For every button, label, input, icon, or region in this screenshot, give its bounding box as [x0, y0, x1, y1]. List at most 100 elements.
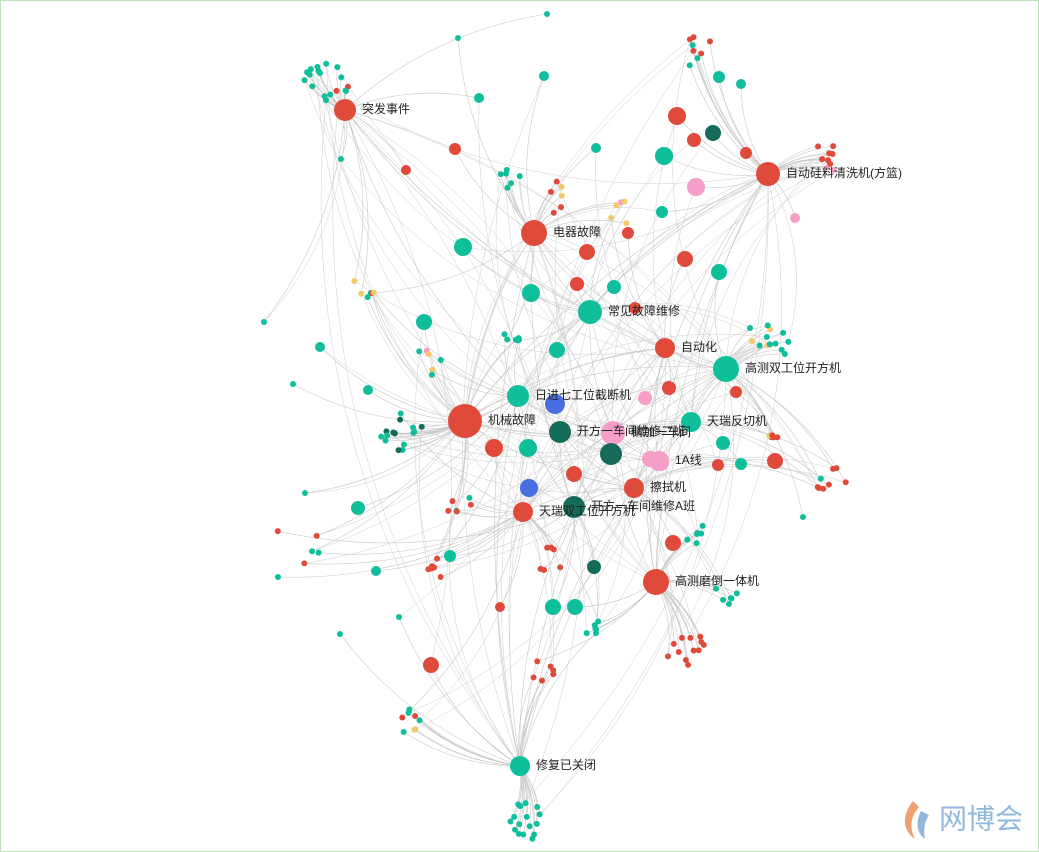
- node: [817, 475, 824, 482]
- node: [705, 125, 721, 141]
- edge: [402, 511, 524, 718]
- edge: [344, 109, 519, 397]
- node: [384, 432, 391, 439]
- node: [411, 428, 418, 435]
- edge: [589, 302, 751, 329]
- edge: [767, 173, 797, 342]
- node: [699, 522, 706, 529]
- edge: [690, 421, 819, 488]
- edge: [403, 421, 692, 464]
- node: [364, 294, 371, 301]
- node: [370, 289, 377, 296]
- node: [533, 820, 540, 827]
- node: [418, 423, 425, 430]
- node: [466, 494, 473, 501]
- edge: [589, 311, 698, 534]
- edge: [354, 280, 666, 355]
- edge: [304, 80, 614, 434]
- node: [323, 60, 330, 67]
- node: [416, 314, 432, 330]
- node: [629, 302, 641, 314]
- edge: [519, 176, 660, 462]
- node: [818, 156, 825, 163]
- node: [685, 661, 692, 668]
- node: [694, 529, 701, 536]
- node: [437, 356, 444, 363]
- edge: [462, 246, 591, 313]
- edge: [398, 616, 521, 767]
- edge: [517, 173, 769, 397]
- edge: [612, 368, 727, 434]
- edge: [371, 293, 466, 422]
- edge: [649, 460, 660, 583]
- edge: [440, 511, 524, 578]
- node: [558, 183, 565, 190]
- node: [655, 338, 675, 358]
- edge: [344, 109, 369, 294]
- edge: [709, 41, 769, 175]
- edge: [478, 97, 657, 583]
- edge: [464, 311, 591, 422]
- node: [591, 622, 598, 629]
- edge: [655, 421, 692, 583]
- node: [416, 717, 423, 724]
- edge: [464, 251, 588, 422]
- edge: [464, 420, 635, 489]
- node: [337, 631, 343, 637]
- node: [706, 38, 713, 45]
- node: [315, 549, 322, 556]
- edge: [589, 306, 770, 345]
- node: [766, 341, 773, 348]
- edge: [655, 343, 776, 583]
- node: [401, 165, 411, 175]
- node: [726, 600, 733, 607]
- edge: [521, 201, 625, 513]
- node: [516, 173, 523, 180]
- node: [747, 325, 753, 331]
- edge: [661, 173, 769, 213]
- node: [511, 813, 518, 820]
- edge: [408, 712, 521, 767]
- node: [523, 813, 530, 820]
- edge: [464, 232, 535, 422]
- node: [579, 244, 595, 260]
- logo-flame: [917, 811, 929, 839]
- edge: [633, 487, 673, 657]
- edge: [522, 345, 768, 513]
- edge: [559, 368, 727, 433]
- edge: [263, 109, 346, 323]
- node: [583, 630, 590, 637]
- node: [713, 71, 725, 83]
- node: [716, 436, 730, 450]
- edge: [519, 670, 554, 767]
- node: [334, 99, 356, 121]
- edge: [436, 431, 561, 559]
- node: [545, 394, 565, 414]
- node: [820, 485, 827, 492]
- node: [397, 410, 404, 417]
- edge: [434, 511, 524, 568]
- node: [411, 726, 418, 733]
- edge: [316, 311, 591, 537]
- edge: [519, 347, 666, 767]
- edge: [464, 333, 767, 422]
- node: [591, 143, 601, 153]
- node: [327, 91, 334, 98]
- node: [428, 563, 435, 570]
- edge: [526, 75, 545, 234]
- edge: [519, 506, 575, 767]
- node: [720, 596, 727, 603]
- node: [454, 238, 472, 256]
- node-label: 开方一车间维修二班: [577, 423, 685, 438]
- node: [474, 93, 484, 103]
- node: [290, 381, 296, 387]
- node: [558, 204, 565, 211]
- edge: [589, 311, 614, 434]
- node: [338, 156, 344, 162]
- node: [515, 337, 522, 344]
- node: [730, 386, 742, 398]
- node: [301, 560, 308, 567]
- edge: [340, 158, 727, 370]
- node: [395, 447, 402, 454]
- node: [445, 507, 452, 514]
